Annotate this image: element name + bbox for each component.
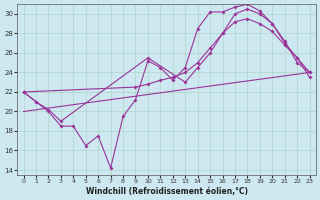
X-axis label: Windchill (Refroidissement éolien,°C): Windchill (Refroidissement éolien,°C) bbox=[85, 187, 248, 196]
